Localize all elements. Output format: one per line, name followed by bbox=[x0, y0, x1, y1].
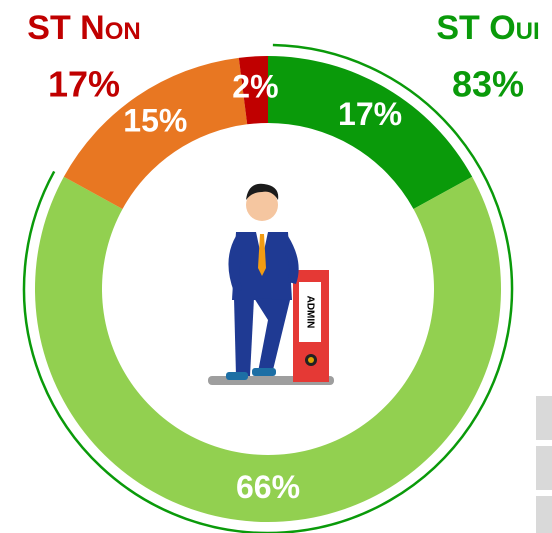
donut-segment bbox=[35, 176, 502, 522]
grey-box bbox=[536, 446, 552, 490]
svg-text:ADMIN: ADMIN bbox=[304, 296, 315, 329]
grey-box bbox=[536, 396, 552, 440]
group-value: 83% bbox=[452, 64, 524, 105]
data-label: 66% bbox=[236, 469, 300, 505]
admin-illustration: ADMIN bbox=[208, 183, 334, 385]
data-label: 2% bbox=[232, 68, 278, 104]
group-name: ST Oui bbox=[436, 9, 539, 47]
data-label: 15% bbox=[123, 103, 187, 139]
group-value: 17% bbox=[48, 64, 120, 105]
donut-segment bbox=[238, 56, 268, 125]
group-arc bbox=[22, 43, 514, 533]
donut-segment bbox=[268, 56, 473, 210]
decorations bbox=[536, 396, 552, 533]
data-label: 17% bbox=[338, 96, 402, 132]
donut-segment bbox=[63, 57, 248, 210]
group-name: ST Non bbox=[27, 9, 140, 47]
grey-box bbox=[536, 496, 552, 533]
